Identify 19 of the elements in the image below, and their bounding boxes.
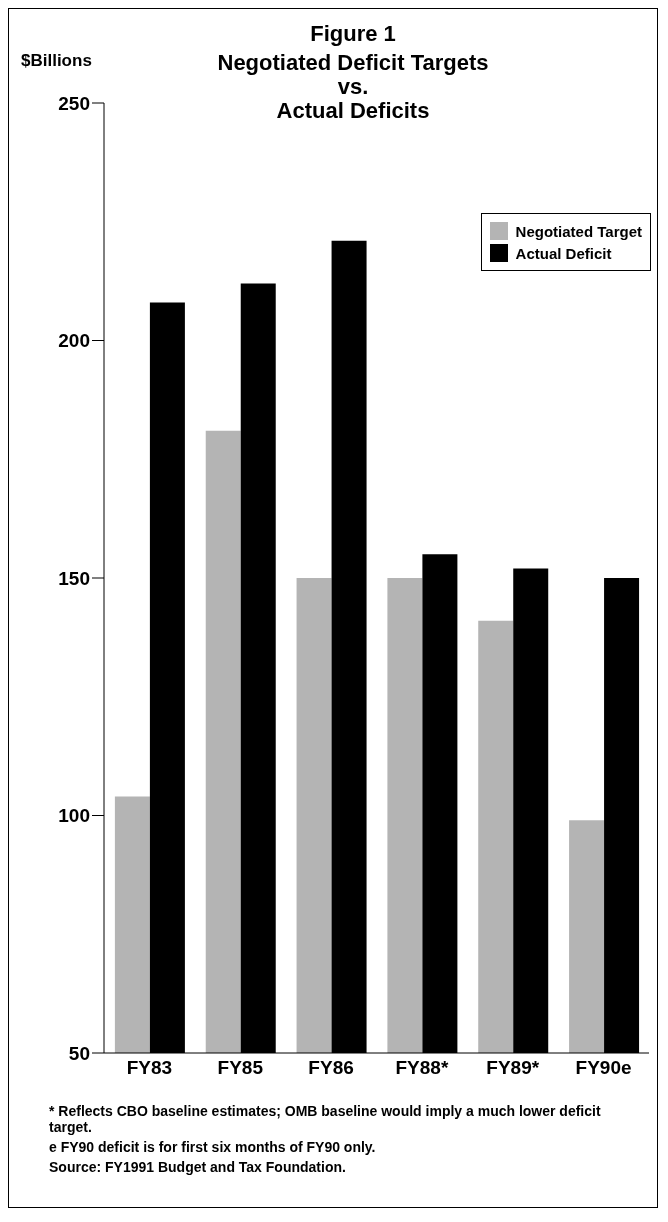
x-tick-label: FY89* [486,1057,540,1079]
legend-label: Negotiated Target [515,222,642,240]
x-tick-label: FY83 [126,1057,173,1079]
y-tick-label: 100 [58,805,90,827]
chart-subtitle: Negotiated Deficit Targets vs. Actual Deficits [217,50,489,123]
legend-label: Actual Deficit [515,244,612,262]
chart-title: Figure 1 [309,20,397,47]
x-tick-label: FY88* [395,1057,449,1079]
y-tick-label: 50 [68,1042,90,1064]
x-tick-label: FY90e [575,1057,632,1079]
y-tick-label: 250 [58,92,90,114]
source-note: Source: FY1991 Budget and Tax Foundation. [49,1159,347,1175]
x-tick-label: FY86 [308,1057,354,1079]
text: e FY90 deficit is for first six months of FY90 only. [49,1139,377,1155]
x-tick-label: FY85 [217,1057,264,1079]
y-axis-title: $Billions [21,51,92,71]
y-tick-label: 150 [58,567,90,589]
y-tick-label: 200 [58,330,90,352]
text: * Reflects CBO baseline estimates; OMB baseline would imply a much lower deficit target. [49,1103,602,1135]
